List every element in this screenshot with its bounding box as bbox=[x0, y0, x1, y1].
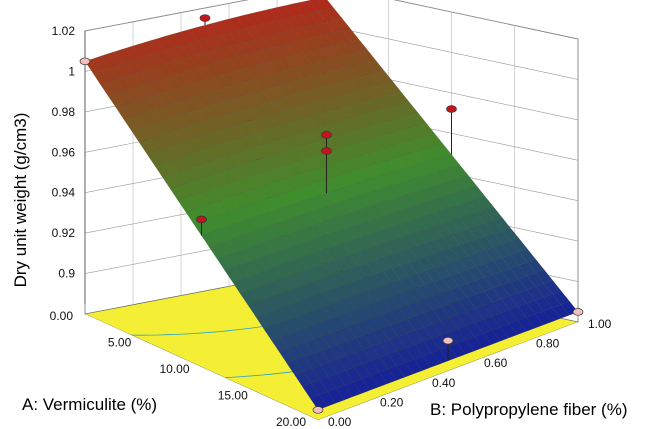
design-point-6 bbox=[446, 105, 457, 113]
y-axis-label: B: Polypropylene fiber (%) bbox=[430, 400, 627, 419]
y-tick-label-5: 1.00 bbox=[588, 317, 612, 331]
y-tick-label-3: 0.60 bbox=[484, 356, 508, 370]
z-tick-label-6: 1.02 bbox=[52, 24, 76, 38]
x-tick-label-1: 5.00 bbox=[108, 336, 132, 350]
y-tick-label-4: 0.80 bbox=[536, 337, 560, 351]
x-tick-label-0: 0.00 bbox=[50, 309, 74, 323]
design-point-5 bbox=[321, 147, 332, 155]
z-tick-label-3: 0.96 bbox=[52, 145, 76, 159]
x-tick-label-3: 15.00 bbox=[218, 389, 248, 403]
design-point-0 bbox=[79, 57, 91, 66]
design-point-4 bbox=[321, 131, 332, 139]
y-tick-label-2: 0.40 bbox=[432, 376, 456, 390]
design-point-3 bbox=[196, 215, 207, 224]
wall-gridline-z-6 bbox=[84, 0, 579, 40]
design-point-9 bbox=[572, 308, 584, 316]
design-point-8 bbox=[442, 336, 454, 345]
z-tick-label-1: 0.92 bbox=[52, 226, 76, 240]
z-tick-label-4: 0.98 bbox=[52, 105, 76, 119]
design-point-1 bbox=[199, 14, 211, 22]
y-tick-label-1: 0.20 bbox=[380, 395, 404, 409]
z-tick-label-0: 0.9 bbox=[58, 267, 75, 281]
z-tick-label-5: 1 bbox=[68, 64, 75, 78]
x-tick-label-4: 20.00 bbox=[276, 415, 306, 429]
x-axis-label: A: Vermiculite (%) bbox=[22, 395, 157, 414]
y-tick-label-0: 0.00 bbox=[328, 415, 352, 429]
design-points bbox=[79, 14, 584, 414]
design-point-7 bbox=[312, 406, 324, 414]
z-tick-label-2: 0.94 bbox=[52, 186, 76, 200]
z-axis-label: Dry unit weight (g/cm3) bbox=[11, 113, 30, 288]
response-surface bbox=[84, 0, 579, 411]
tick-labels: 0.9 0.92 0.94 0.96 0.98 1 1.02 0.00 5.00 10.00 15.… bbox=[50, 24, 612, 429]
x-tick-label-2: 10.00 bbox=[159, 362, 189, 376]
